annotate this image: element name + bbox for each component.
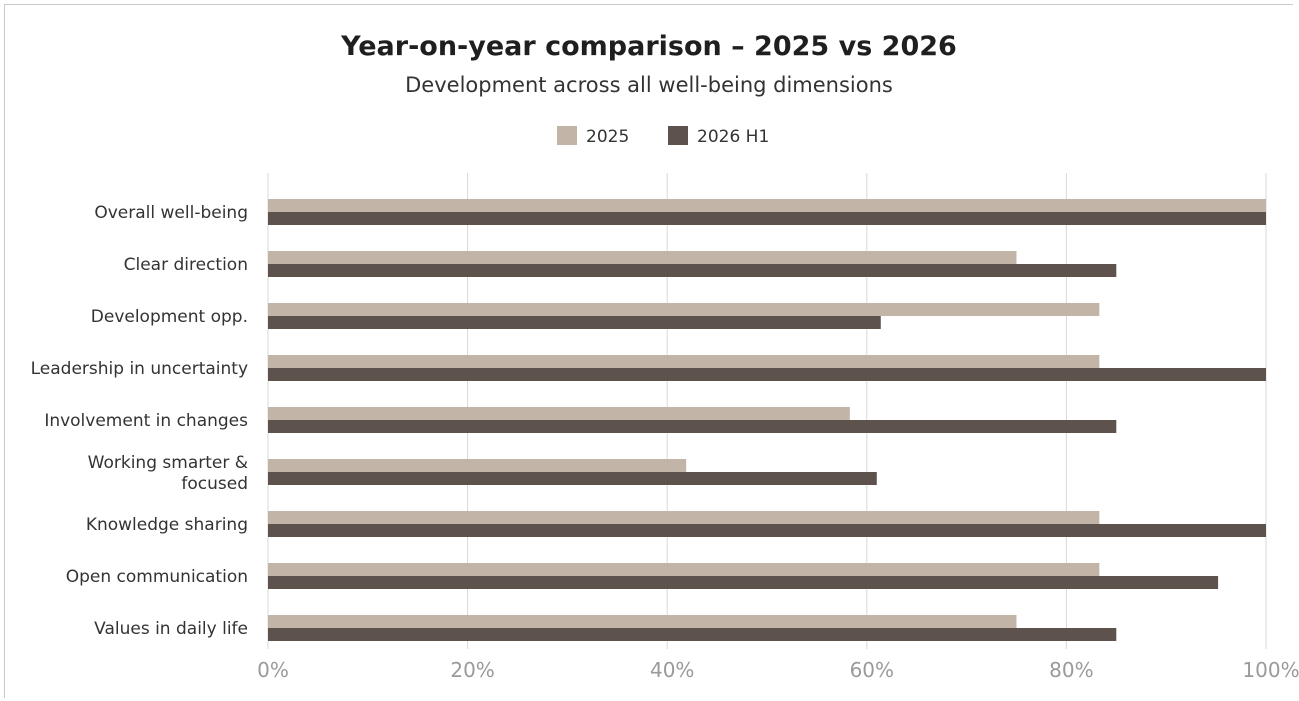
- bar-2026-h1: [268, 472, 877, 485]
- x-tick-label: 0%: [257, 658, 289, 682]
- x-tick-label: 60%: [850, 658, 894, 682]
- bar-2025: [268, 563, 1100, 576]
- category-label: Knowledge sharing: [86, 515, 248, 535]
- category-label: Values in daily life: [94, 619, 248, 639]
- bar-2025: [268, 459, 687, 472]
- bar-2026-h1: [268, 628, 1117, 641]
- category-label: Overall well-being: [94, 203, 248, 223]
- bar-2026-h1: [268, 576, 1219, 589]
- bar-2026-h1: [268, 420, 1117, 433]
- category-label: Involvement in changes: [44, 411, 248, 431]
- bar-2025: [268, 407, 850, 420]
- bar-2026-h1: [268, 264, 1117, 277]
- category-label: Working smarter &: [88, 453, 248, 473]
- bar-2025: [268, 355, 1100, 368]
- category-label: Clear direction: [124, 255, 248, 275]
- bar-2026-h1: [268, 368, 1266, 381]
- bar-2025: [268, 615, 1017, 628]
- bar-2025: [268, 511, 1100, 524]
- legend-swatch-2025: [557, 126, 577, 145]
- x-tick-label: 80%: [1049, 658, 1093, 682]
- chart-title: Year-on-year comparison – 2025 vs 2026: [340, 31, 957, 62]
- category-label: focused: [181, 474, 248, 494]
- x-tick-label: 100%: [1242, 658, 1299, 682]
- chart-subtitle: Development across all well-being dimens…: [405, 73, 893, 97]
- legend-label-2025: 2025: [586, 127, 629, 147]
- bar-2025: [268, 199, 1266, 212]
- category-label: Open communication: [66, 567, 248, 587]
- bar-2025: [268, 251, 1017, 264]
- chart-frame: [4, 4, 1293, 698]
- x-tick-label: 20%: [450, 658, 494, 682]
- category-label: Leadership in uncertainty: [31, 359, 248, 379]
- bar-2026-h1: [268, 212, 1266, 225]
- category-label: Development opp.: [91, 307, 248, 327]
- legend-label-2026-h1: 2026 H1: [697, 127, 769, 147]
- bar-2026-h1: [268, 524, 1266, 537]
- legend-swatch-2026-h1: [668, 126, 688, 145]
- x-tick-label: 40%: [650, 658, 694, 682]
- bar-2026-h1: [268, 316, 881, 329]
- bar-2025: [268, 303, 1100, 316]
